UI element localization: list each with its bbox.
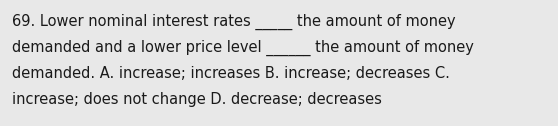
Text: demanded and a lower price level ______ the amount of money: demanded and a lower price level ______ … [12,40,474,56]
Text: demanded. A. increase; increases B. increase; decreases C.: demanded. A. increase; increases B. incr… [12,66,450,81]
Text: 69. Lower nominal interest rates _____ the amount of money: 69. Lower nominal interest rates _____ t… [12,14,456,30]
Text: increase; does not change D. decrease; decreases: increase; does not change D. decrease; d… [12,92,382,107]
